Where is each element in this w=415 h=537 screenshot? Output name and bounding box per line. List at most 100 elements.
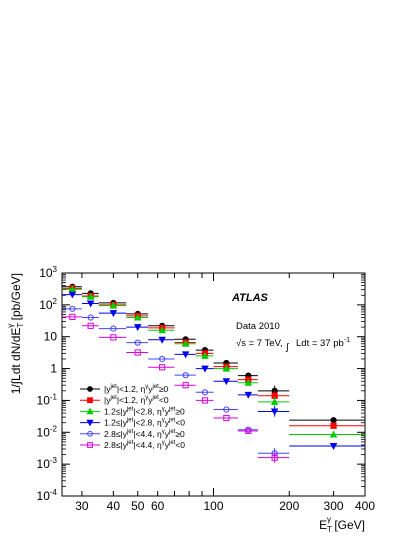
energy-label: √s = 7 TeV, xyxy=(236,338,283,349)
legend-label-sup: γ xyxy=(162,429,165,435)
y-tick-label: 1 xyxy=(50,362,57,376)
x-tick-label: 100 xyxy=(203,499,223,513)
marker-square xyxy=(87,322,94,329)
y-axis-label: 1/∫Ldt dN/dETγ [pb/GeV] xyxy=(6,273,25,394)
data-point xyxy=(98,334,127,341)
marker-circle xyxy=(87,386,93,392)
data-point xyxy=(213,378,238,386)
legend-label-part: ≥0 xyxy=(159,384,169,394)
data-point xyxy=(81,292,99,300)
legend-label: 1.2≤|yjet|<2.8, ηγyjet≥0 xyxy=(104,406,185,416)
marker-triangle-up xyxy=(86,292,95,300)
y-tick-exponent: -3 xyxy=(50,456,58,465)
x-tick-label: 200 xyxy=(279,499,299,513)
marker-triangle-down xyxy=(222,378,231,386)
data-point xyxy=(148,364,175,371)
marker-circle xyxy=(69,305,76,312)
legend-item-3: 1.2≤|yjet|<2.8, ηγyjet≥0 xyxy=(80,406,185,416)
data-point xyxy=(257,448,290,459)
y-tick-exponent: -2 xyxy=(50,424,58,433)
data-point xyxy=(148,336,175,344)
y-tick-base: 10 xyxy=(37,489,51,503)
legend-item-1: |yjet|<1.2, ηγyjet≥0 xyxy=(80,384,169,394)
y-tick-label: 10-4 xyxy=(37,488,58,503)
marker-triangle-up xyxy=(133,313,142,321)
legend-item-4: 1.2≤|yjet|<2.8, ηγyjet<0 xyxy=(80,418,185,428)
data-point xyxy=(289,430,365,438)
data-point xyxy=(237,378,258,386)
data-marks xyxy=(62,283,365,463)
legend-label-part: ≥0 xyxy=(175,429,185,439)
marker-triangle-down xyxy=(86,419,94,427)
marker-circle xyxy=(182,372,189,379)
legend-label-part: |<4.4, η xyxy=(133,440,162,450)
marker-triangle-up xyxy=(109,301,118,309)
data-point xyxy=(237,427,258,435)
marker-triangle-down xyxy=(86,300,95,308)
marker-circle xyxy=(159,355,166,363)
y-tick-base: 10 xyxy=(39,266,53,280)
marker-square xyxy=(182,382,189,389)
legend-label-part: y xyxy=(165,406,170,416)
y-tick-base: 10 xyxy=(37,425,51,439)
legend-label-sup: jet xyxy=(168,418,176,424)
data-point xyxy=(126,324,149,332)
legend-label-part: |<1.2, η xyxy=(117,395,146,405)
marker-triangle-down xyxy=(181,351,190,359)
dataset-label: Data 2010 xyxy=(236,321,280,332)
marker-square xyxy=(134,349,141,356)
data-point xyxy=(213,414,238,422)
marker-triangle-down xyxy=(109,310,118,318)
legend-label-part: <0 xyxy=(175,440,185,450)
legend-label-part: y xyxy=(165,418,170,428)
y-tick-label: 10-3 xyxy=(37,456,58,471)
data-point xyxy=(289,422,365,429)
data-point xyxy=(62,313,82,320)
y-tick-base: 1 xyxy=(50,362,57,376)
data-point xyxy=(289,443,365,450)
marker-triangle-down xyxy=(329,443,338,450)
data-point xyxy=(126,349,149,356)
marker-circle xyxy=(87,430,93,437)
legend-label-sup: γ xyxy=(145,395,148,401)
data-point xyxy=(195,365,214,373)
legend-label-sup: γ xyxy=(145,384,148,390)
y-axis-label-sup: γ xyxy=(6,324,15,328)
legend-label: |yjet|<1.2, ηγyjet<0 xyxy=(104,395,169,405)
x-tick-label: 300 xyxy=(324,499,344,513)
legend-label-part: 1.2≤|y xyxy=(104,418,128,428)
legend-label-part: y xyxy=(165,440,170,450)
marker-triangle-down xyxy=(201,365,209,373)
marker-triangle-up xyxy=(222,364,231,372)
data-point xyxy=(174,351,196,359)
legend-item-5: 2.8≤|yjet|<4.4, ηγyjet≥0 xyxy=(80,429,185,439)
x-tick-label: 400 xyxy=(355,499,375,513)
y-tick-label: 10-1 xyxy=(37,392,58,407)
marker-triangle-down xyxy=(158,336,166,344)
data-point xyxy=(174,372,196,379)
y-axis-label-unit: [pb/GeV] xyxy=(9,273,23,324)
legend-item-6: 2.8≤|yjet|<4.4, ηγyjet<0 xyxy=(80,440,185,450)
y-tick-base: 10 xyxy=(37,393,51,407)
data-point xyxy=(213,406,238,413)
y-axis-label-sub: T xyxy=(16,323,25,328)
y-tick-label: 10 xyxy=(44,330,58,344)
data-point xyxy=(98,325,127,332)
legend-label-sup: γ xyxy=(162,406,165,412)
x-axis-label-unit: [GeV] xyxy=(331,518,365,532)
data-point xyxy=(148,355,175,363)
legend-label-sup: jet xyxy=(109,384,117,390)
marker-triangle-up xyxy=(158,326,166,334)
marker-square xyxy=(223,414,230,422)
lumi-label: Ldt = 37 pb-1 xyxy=(296,337,350,349)
data-point xyxy=(81,314,99,321)
legend-label-part: |y xyxy=(104,384,111,394)
legend-label-sup: jet xyxy=(152,395,160,401)
marker-square xyxy=(201,397,209,404)
y-tick-exponent: 3 xyxy=(53,265,58,274)
y-tick-exponent: -4 xyxy=(50,488,58,497)
data-point xyxy=(148,326,175,334)
marker-square xyxy=(330,422,337,429)
marker-triangle-down xyxy=(270,408,279,416)
